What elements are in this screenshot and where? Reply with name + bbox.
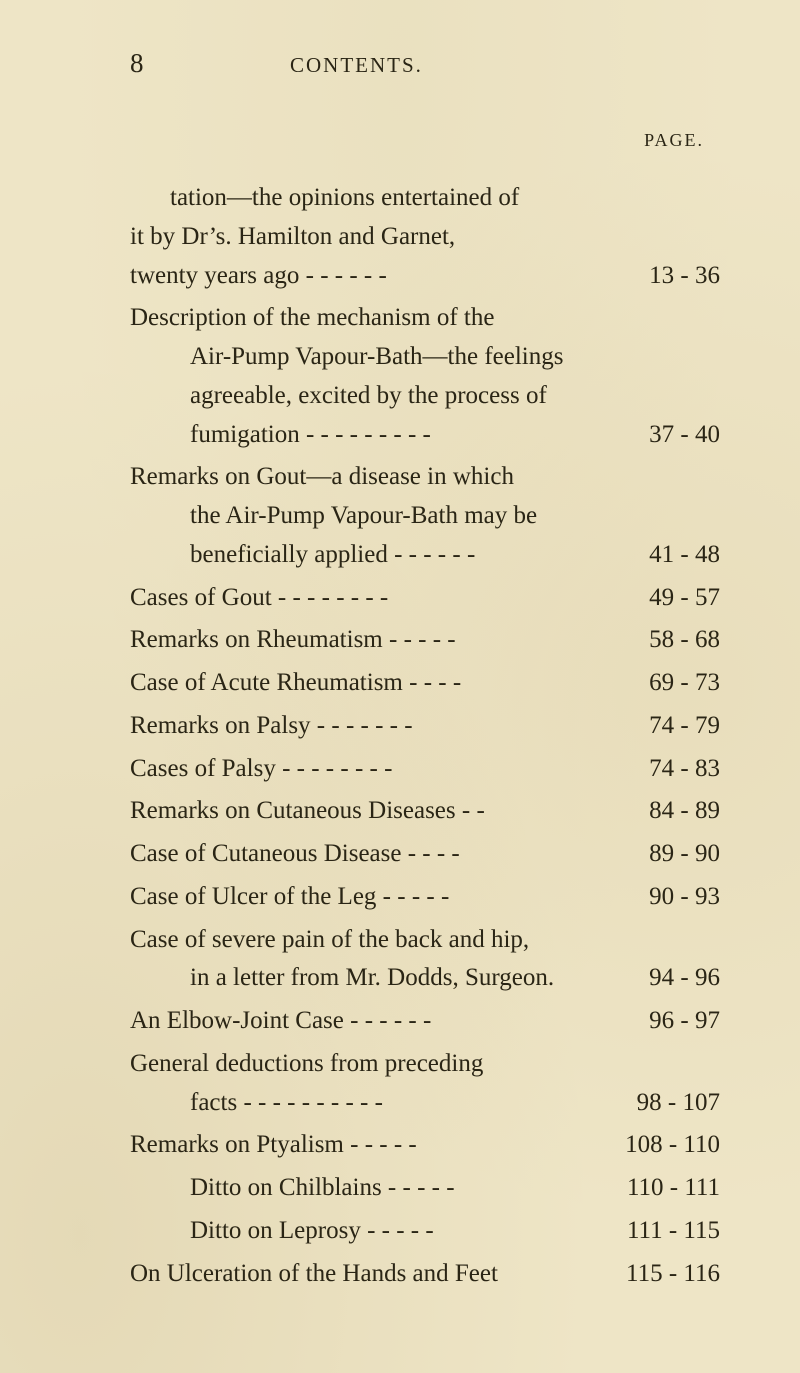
page-number: 8 (130, 48, 190, 79)
toc-entry: An Elbow-Joint Case - - - - - - 96 - 97 (130, 1002, 720, 1041)
toc-entry-text: Case of Ulcer of the Leg - - - - - (130, 878, 449, 917)
toc-entry-text: Case of Acute Rheumatism - - - - (130, 664, 461, 703)
toc-line: agreeable, excited by the process of (130, 377, 563, 416)
toc-entry-pages: 111 - 115 (604, 1212, 720, 1251)
toc-line: Ditto on Leprosy - - - - - (130, 1212, 434, 1251)
toc-entry: Case of severe pain of the back and hip,… (130, 921, 720, 999)
toc-line: Remarks on Gout—a disease in which (130, 458, 537, 497)
toc-line: tation—the opinions entertained of (130, 179, 519, 218)
toc-line: Remarks on Rheumatism - - - - - (130, 621, 456, 660)
toc-line: Ditto on Chilblains - - - - - (130, 1169, 455, 1208)
toc-line: Case of Acute Rheumatism - - - - (130, 664, 461, 703)
toc-line: Remarks on Palsy - - - - - - - (130, 707, 413, 746)
toc-entry-text: Case of severe pain of the back and hip,… (130, 921, 554, 999)
toc-line: On Ulceration of the Hands and Feet (130, 1255, 498, 1294)
toc-entry-text: Remarks on Ptyalism - - - - - (130, 1126, 417, 1165)
toc-entry-text: General deductions from precedingfacts -… (130, 1045, 483, 1123)
toc-line: Remarks on Ptyalism - - - - - (130, 1126, 417, 1165)
toc-entry: Case of Cutaneous Disease - - - - 89 - 90 (130, 835, 720, 874)
toc-line: twenty years ago - - - - - - (130, 257, 519, 296)
toc-line: facts - - - - - - - - - - (130, 1084, 483, 1123)
toc-entry-pages: 37 - 40 (604, 416, 720, 455)
toc-entry-pages: 74 - 83 (604, 750, 720, 789)
toc-line: Air-Pump Vapour-Bath—the feelings (130, 338, 563, 377)
toc-line: beneficially applied - - - - - - (130, 536, 537, 575)
toc-entry: Remarks on Ptyalism - - - - - 108 - 110 (130, 1126, 720, 1165)
toc-entry-pages: 94 - 96 (604, 959, 720, 998)
toc-entry-pages: 98 - 107 (604, 1084, 720, 1123)
page: 8 CONTENTS. PAGE. tation—the opinions en… (0, 0, 800, 1373)
toc-line: in a letter from Mr. Dodds, Surgeon. (130, 959, 554, 998)
toc-line: Case of severe pain of the back and hip, (130, 921, 554, 960)
toc-line: Cases of Gout - - - - - - - - (130, 579, 388, 618)
toc-line: it by Dr’s. Hamilton and Garnet, (130, 218, 519, 257)
toc-entry-pages: 74 - 79 (604, 707, 720, 746)
toc-line: Case of Ulcer of the Leg - - - - - (130, 878, 449, 917)
toc-entry: Remarks on Gout—a disease in whichthe Ai… (130, 458, 720, 574)
toc-entry-text: Remarks on Gout—a disease in whichthe Ai… (130, 458, 537, 574)
toc-entry-text: Cases of Gout - - - - - - - - (130, 579, 388, 618)
toc-line: An Elbow-Joint Case - - - - - - (130, 1002, 431, 1041)
page-label: PAGE. (644, 130, 704, 151)
toc-entry: Description of the mechanism of theAir-P… (130, 299, 720, 454)
toc-entry-text: Cases of Palsy - - - - - - - - (130, 750, 392, 789)
toc-entry-pages: 13 - 36 (604, 257, 720, 296)
entries-list: tation—the opinions entertained ofit by … (130, 179, 720, 1293)
toc-entry: Ditto on Leprosy - - - - - 111 - 115 (130, 1212, 720, 1251)
toc-line: Case of Cutaneous Disease - - - - (130, 835, 460, 874)
toc-line: the Air-Pump Vapour-Bath may be (130, 497, 537, 536)
toc-entry-pages: 89 - 90 (604, 835, 720, 874)
toc-entry-text: On Ulceration of the Hands and Feet (130, 1255, 498, 1294)
toc-entry-pages: 58 - 68 (604, 621, 720, 660)
toc-entry-text: Case of Cutaneous Disease - - - - (130, 835, 460, 874)
toc-entry-pages: 96 - 97 (604, 1002, 720, 1041)
toc-entry: Cases of Palsy - - - - - - - - 74 - 83 (130, 750, 720, 789)
toc-line: fumigation - - - - - - - - - (130, 416, 563, 455)
toc-line: Remarks on Cutaneous Diseases - - (130, 792, 485, 831)
toc-entry: Remarks on Cutaneous Diseases - - 84 - 89 (130, 792, 720, 831)
toc-entry-pages: 115 - 116 (604, 1255, 720, 1294)
toc-entry-text: Remarks on Cutaneous Diseases - - (130, 792, 485, 831)
toc-entry-text: tation—the opinions entertained ofit by … (130, 179, 519, 295)
toc-entry-pages: 49 - 57 (604, 579, 720, 618)
toc-entry-pages: 84 - 89 (604, 792, 720, 831)
toc-entry-pages: 108 - 110 (604, 1126, 720, 1165)
toc-entry-text: Remarks on Palsy - - - - - - - (130, 707, 413, 746)
toc-entry: tation—the opinions entertained ofit by … (130, 179, 720, 295)
toc-entry: Case of Acute Rheumatism - - - - 69 - 73 (130, 664, 720, 703)
toc-entry: On Ulceration of the Hands and Feet 115 -… (130, 1255, 720, 1294)
header-row: 8 CONTENTS. (130, 48, 720, 79)
toc-entry-pages: 41 - 48 (604, 536, 720, 575)
toc-entry: Remarks on Rheumatism - - - - - 58 - 68 (130, 621, 720, 660)
toc-entry-text: Description of the mechanism of theAir-P… (130, 299, 563, 454)
toc-entry: General deductions from precedingfacts -… (130, 1045, 720, 1123)
toc-line: Description of the mechanism of the (130, 299, 563, 338)
toc-line: Cases of Palsy - - - - - - - - (130, 750, 392, 789)
toc-line: General deductions from preceding (130, 1045, 483, 1084)
toc-entry-text: Remarks on Rheumatism - - - - - (130, 621, 456, 660)
toc-entry-text: Ditto on Leprosy - - - - - (130, 1212, 434, 1251)
toc-entry-pages: 110 - 111 (604, 1169, 720, 1208)
toc-entry: Remarks on Palsy - - - - - - - 74 - 79 (130, 707, 720, 746)
toc-entry-text: Ditto on Chilblains - - - - - (130, 1169, 455, 1208)
toc-entry-pages: 90 - 93 (604, 878, 720, 917)
toc-entry: Ditto on Chilblains - - - - - 110 - 111 (130, 1169, 720, 1208)
running-title: CONTENTS. (190, 53, 423, 78)
toc-entry-text: An Elbow-Joint Case - - - - - - (130, 1002, 431, 1041)
toc-entry-pages: 69 - 73 (604, 664, 720, 703)
toc-entry: Cases of Gout - - - - - - - - 49 - 57 (130, 579, 720, 618)
toc-entry: Case of Ulcer of the Leg - - - - - 90 - 9… (130, 878, 720, 917)
